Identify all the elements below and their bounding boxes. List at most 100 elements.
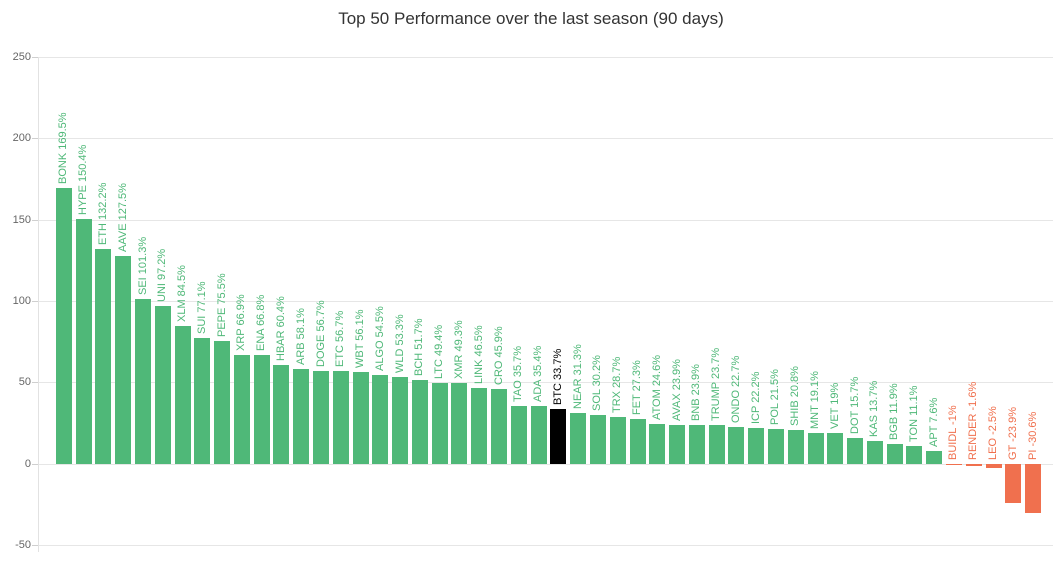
bar-XMR — [451, 383, 468, 464]
bar-label-POL: POL 21.5% — [769, 368, 782, 425]
bar-label-ATOM: ATOM 24.6% — [650, 354, 663, 420]
bar-label-AAVE: AAVE 127.5% — [116, 183, 129, 253]
bar-NEAR — [570, 412, 587, 464]
y-tick-label: 0 — [24, 457, 31, 470]
bar-PI — [1025, 463, 1042, 514]
bar-label-GT: GT -23.9% — [1006, 406, 1019, 460]
plot-area: BONK 169.5% HYPE 150.4% ETH 132.2% AAVE 127… — [38, 57, 1053, 546]
bar-label-XMR: XMR 49.3% — [452, 320, 465, 380]
bar-ADA — [530, 406, 547, 464]
y-tick-mark — [32, 545, 38, 546]
bar-label-BGB: BGB 11.9% — [888, 383, 901, 441]
bar-label-ADA: ADA 35.4% — [532, 345, 545, 403]
bar-label-TRUMP: TRUMP 23.7% — [710, 347, 723, 422]
y-axis-ticks — [32, 57, 38, 546]
bar-label-ICP: ICP 22.2% — [749, 371, 762, 424]
bar-VET — [827, 432, 844, 464]
bar-label-MNT: MNT 19.1% — [809, 370, 822, 429]
bar-CRO — [491, 389, 508, 464]
bar-AAVE — [115, 256, 132, 464]
y-axis: 250 200 150 100 50 0 -50 — [0, 51, 31, 551]
bar-label-TON: TON 11.1% — [907, 385, 920, 442]
bar-ARB — [293, 369, 310, 464]
bar-PEPE — [214, 340, 231, 464]
y-tick-mark — [32, 463, 38, 465]
bar-BCH — [411, 379, 428, 464]
bar-BTC — [550, 408, 567, 464]
bar-ETH — [95, 248, 112, 464]
bar-HYPE — [75, 219, 92, 464]
bar-HBAR — [273, 365, 290, 464]
bar-label-VET: VET 19% — [828, 382, 841, 429]
bar-label-KAS: KAS 13.7% — [868, 381, 881, 438]
bar-label-LTC: LTC 49.4% — [433, 325, 446, 380]
y-tick-mark — [32, 301, 38, 302]
bar-XRP — [233, 354, 250, 464]
bar-SUI — [194, 338, 211, 464]
y-tick-mark — [32, 382, 38, 384]
bar-label-SUI: SUI 77.1% — [195, 281, 208, 335]
y-tick-mark — [32, 138, 38, 140]
bar-label-HYPE: HYPE 150.4% — [77, 144, 90, 216]
bar-label-TRX: TRX 28.7% — [611, 356, 624, 413]
bar-BNB — [688, 424, 705, 464]
bar-label-SEI: SEI 101.3% — [136, 236, 149, 295]
bar-label-ENA: ENA 66.8% — [255, 294, 268, 352]
bar-label-AVAX: AVAX 23.9% — [670, 358, 683, 421]
y-tick-label: 150 — [12, 213, 31, 226]
bar-label-NEAR: NEAR 31.3% — [571, 343, 584, 409]
bar-TAO — [510, 405, 527, 464]
bar-XLM — [174, 326, 191, 464]
chart-title: Top 50 Performance over the last season … — [338, 9, 724, 28]
y-tick-mark — [32, 57, 38, 58]
bar-label-WBT: WBT 56.1% — [354, 309, 367, 369]
bar-label-ETC: ETC 56.7% — [334, 311, 347, 368]
bar-label-LINK: LINK 46.5% — [472, 325, 485, 385]
bar-label-TAO: TAO 35.7% — [512, 345, 525, 402]
gridline — [39, 301, 1053, 302]
bar-label-BCH: BCH 51.7% — [413, 318, 426, 376]
bar-RENDER — [965, 463, 982, 467]
bar-label-BUIDL: BUIDL -1% — [947, 405, 960, 460]
bar-label-WLD: WLD 53.3% — [393, 314, 406, 373]
y-tick-label: 250 — [12, 51, 31, 63]
bar-label-SOL: SOL 30.2% — [591, 354, 604, 411]
bar-label-DOGE: DOGE 56.7% — [314, 300, 327, 368]
bar-AVAX — [669, 424, 686, 464]
bar-TRX — [609, 416, 626, 464]
bar-label-LEO: LEO -2.5% — [987, 405, 1000, 460]
bar-SOL — [589, 414, 606, 464]
gridline — [39, 463, 1053, 465]
bar-LTC — [431, 383, 448, 464]
bar-label-PEPE: PEPE 75.5% — [215, 273, 228, 337]
bar-WLD — [392, 376, 409, 464]
bar-label-HBAR: HBAR 60.4% — [274, 296, 287, 362]
bar-BONK — [55, 187, 72, 464]
y-tick-mark — [32, 219, 38, 221]
bar-label-FET: FET 27.3% — [631, 360, 643, 416]
bar-label-APT: APT 7.6% — [927, 397, 940, 448]
bar-label-BONK: BONK 169.5% — [57, 112, 70, 184]
bar-LINK — [471, 388, 488, 464]
bar-label-UNI: UNI 97.2% — [156, 248, 169, 302]
bar-SHIB — [787, 429, 804, 464]
bar-MNT — [807, 432, 824, 464]
bar-BGB — [886, 444, 903, 464]
bar-POL — [767, 428, 784, 464]
bar-label-BNB: BNB 23.9% — [690, 363, 703, 421]
bar-label-ALGO: ALGO 54.5% — [373, 306, 386, 372]
bar-ALGO — [372, 375, 389, 464]
bar-DOGE — [313, 371, 330, 464]
gridline — [39, 138, 1053, 140]
y-tick-label: 100 — [12, 295, 31, 307]
gridline — [39, 545, 1053, 546]
y-tick-label: 50 — [18, 376, 31, 389]
bar-label-RENDER: RENDER -1.6% — [967, 381, 980, 460]
bar-label-ETH: ETH 132.2% — [96, 182, 109, 245]
bar-label-BTC: BTC 33.7% — [551, 348, 564, 405]
bar-BUIDL — [945, 463, 962, 466]
bar-ICP — [748, 427, 765, 464]
bar-label-PI: PI -30.6% — [1026, 411, 1039, 460]
bar-WBT — [352, 372, 369, 464]
